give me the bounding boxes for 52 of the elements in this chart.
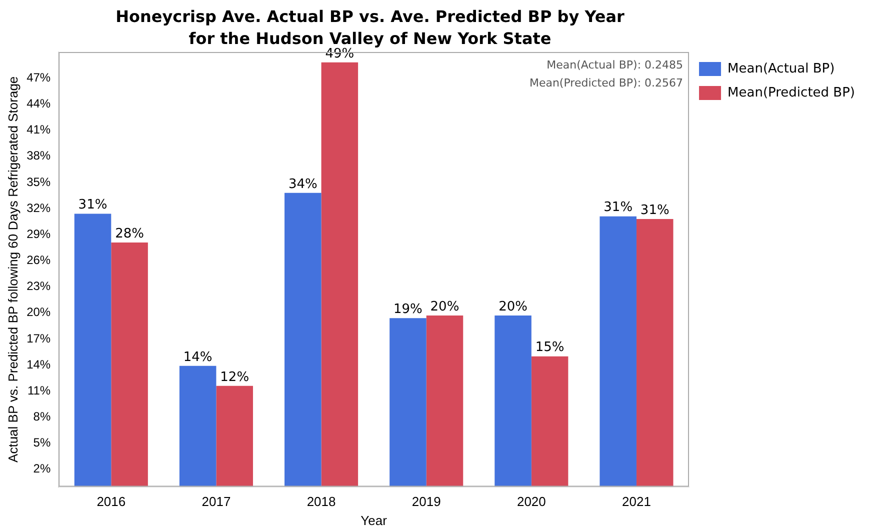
bar <box>179 366 216 487</box>
y-tick-label: 26% <box>26 253 51 268</box>
y-tick-label: 32% <box>26 200 51 215</box>
bar <box>494 315 532 487</box>
y-tick-label: 35% <box>26 174 51 189</box>
y-tick-label: 44% <box>26 96 51 110</box>
x-axis-title: Year <box>360 512 388 528</box>
data-label: 14% <box>183 350 212 365</box>
y-axis-title: Actual BP vs. Predicted BP following 60 Days Refrigerated Storage <box>5 76 20 462</box>
data-label: 31% <box>604 200 633 216</box>
bar <box>426 315 464 487</box>
y-tick-label: 2% <box>33 462 51 476</box>
data-label: 20% <box>498 299 528 314</box>
y-tick-label: 29% <box>26 226 51 241</box>
bar <box>321 62 358 487</box>
y-tick-label: 17% <box>26 331 51 346</box>
data-label: 12% <box>220 370 250 385</box>
bar <box>531 356 568 487</box>
data-label: 31% <box>640 202 670 218</box>
bar <box>111 242 148 487</box>
y-tick-label: 23% <box>26 279 51 294</box>
y-tick-label: 20% <box>26 305 51 320</box>
annotation: Mean(Predicted BP): 0.2567 <box>529 76 684 90</box>
annotation: Mean(Actual BP): 0.2485 <box>546 58 684 72</box>
chart-title: Honeycrisp Ave. Actual BP vs. Ave. Predicted BP by Year for the Hudson Valley of New York State <box>114 6 626 48</box>
x-tick-label: 2017 <box>202 494 231 510</box>
y-tick-label: 47% <box>26 70 51 84</box>
y-tick-label: 5% <box>33 436 51 450</box>
y-tick-label: 14% <box>26 357 51 372</box>
x-tick-label: 2018 <box>306 494 336 510</box>
y-tick-label: 8% <box>33 410 51 424</box>
data-label: 34% <box>288 176 318 192</box>
x-tick-label: 2021 <box>622 494 651 510</box>
bar <box>284 192 322 487</box>
data-label: 20% <box>430 299 460 314</box>
bar <box>74 214 112 487</box>
legend-label: Mean(Actual BP) <box>728 61 835 76</box>
bar <box>216 386 253 487</box>
bar <box>390 318 426 487</box>
x-tick-label: 2019 <box>412 494 441 510</box>
data-label: 19% <box>394 302 422 317</box>
bar <box>636 218 674 487</box>
x-tick-label: 2020 <box>516 494 546 510</box>
data-label: 28% <box>115 226 144 242</box>
x-tick-label: 2016 <box>96 494 126 510</box>
y-tick-label: 38% <box>26 148 51 163</box>
legend-label: Mean(Predicted BP) <box>728 85 856 100</box>
y-tick-label: 11% <box>27 383 51 398</box>
data-label: 15% <box>535 340 564 356</box>
data-label: 31% <box>78 198 108 213</box>
y-tick-label: 41% <box>26 122 51 137</box>
bar <box>600 216 636 487</box>
